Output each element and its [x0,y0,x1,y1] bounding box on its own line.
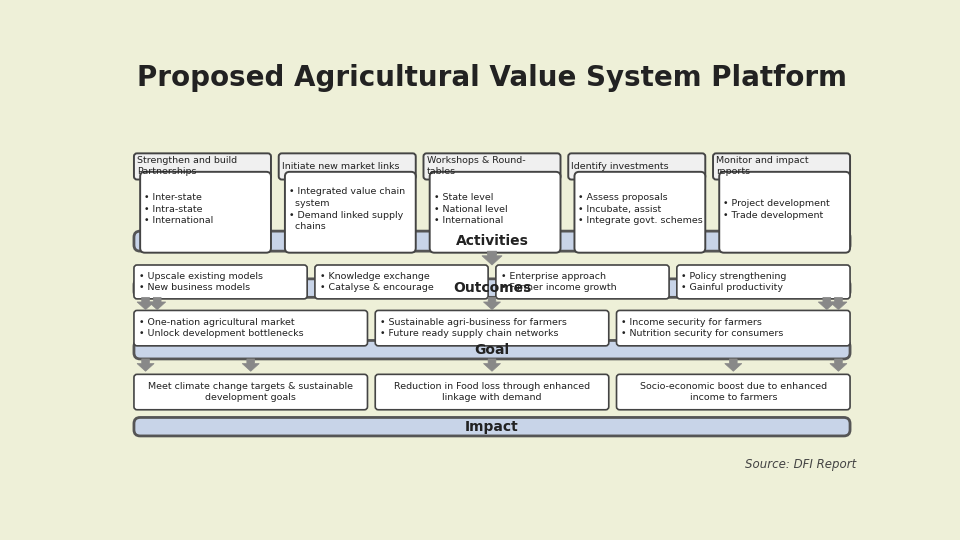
FancyBboxPatch shape [140,172,271,253]
Polygon shape [149,298,166,309]
Text: • State level
• National level
• International: • State level • National level • Interna… [434,193,507,226]
Text: Impact: Impact [466,420,518,434]
Text: Strengthen and build
Partnerships: Strengthen and build Partnerships [137,157,237,177]
Text: • Inter-state
• Intra-state
• International: • Inter-state • Intra-state • Internatio… [144,193,213,226]
FancyBboxPatch shape [423,153,561,179]
Text: Socio-economic boost due to enhanced
income to farmers: Socio-economic boost due to enhanced inc… [639,382,827,402]
Text: Proposed Agricultural Value System Platform: Proposed Agricultural Value System Platf… [137,64,847,92]
Text: • Enterprise approach
• Farmer income growth: • Enterprise approach • Farmer income gr… [500,272,616,292]
FancyBboxPatch shape [677,265,850,299]
Text: Outcomes: Outcomes [453,281,531,295]
Text: • Knowledge exchange
• Catalyse & encourage: • Knowledge exchange • Catalyse & encour… [320,272,433,292]
FancyBboxPatch shape [719,172,850,253]
Text: Monitor and impact
reports: Monitor and impact reports [716,157,808,177]
FancyBboxPatch shape [574,172,706,253]
FancyBboxPatch shape [315,265,488,299]
FancyBboxPatch shape [134,374,368,410]
Text: Meet climate change targets & sustainable
development goals: Meet climate change targets & sustainabl… [148,382,353,402]
FancyBboxPatch shape [134,310,368,346]
FancyBboxPatch shape [616,310,850,346]
Text: Activities: Activities [456,234,528,248]
Polygon shape [482,251,502,265]
Polygon shape [137,359,155,372]
Polygon shape [484,298,500,309]
FancyBboxPatch shape [285,172,416,253]
Text: Initiate new market links: Initiate new market links [282,162,399,171]
FancyBboxPatch shape [134,231,850,251]
Polygon shape [725,359,742,372]
FancyBboxPatch shape [134,279,850,298]
FancyBboxPatch shape [616,374,850,410]
Text: • Income security for farmers
• Nutrition security for consumers: • Income security for farmers • Nutritio… [621,318,783,338]
Text: Reduction in Food loss through enhanced
linkage with demand: Reduction in Food loss through enhanced … [394,382,590,402]
FancyBboxPatch shape [568,153,706,179]
Polygon shape [484,359,500,372]
FancyBboxPatch shape [278,153,416,179]
Polygon shape [829,298,847,309]
Text: • Sustainable agri-business for farmers
• Future ready supply chain networks: • Sustainable agri-business for farmers … [380,318,566,338]
Text: • Project development
• Trade development: • Project development • Trade developmen… [723,199,829,220]
FancyBboxPatch shape [134,417,850,436]
Polygon shape [829,359,847,372]
Text: Identify investments: Identify investments [571,162,669,171]
Polygon shape [818,298,835,309]
FancyBboxPatch shape [375,374,609,410]
FancyBboxPatch shape [496,265,669,299]
Text: • One-nation agricultural market
• Unlock development bottlenecks: • One-nation agricultural market • Unloc… [138,318,303,338]
FancyBboxPatch shape [134,153,271,179]
Text: Source: DFI Report: Source: DFI Report [745,458,856,471]
FancyBboxPatch shape [134,340,850,359]
Polygon shape [137,298,155,309]
Polygon shape [242,359,259,372]
Text: • Policy strengthening
• Gainful productivity: • Policy strengthening • Gainful product… [682,272,787,292]
Text: • Integrated value chain
  system
• Demand linked supply
  chains: • Integrated value chain system • Demand… [289,187,405,231]
FancyBboxPatch shape [375,310,609,346]
Text: Workshops & Round-
tables: Workshops & Round- tables [426,157,525,177]
FancyBboxPatch shape [713,153,850,179]
Text: • Upscale existing models
• New business models: • Upscale existing models • New business… [138,272,263,292]
FancyBboxPatch shape [134,265,307,299]
FancyBboxPatch shape [430,172,561,253]
Text: • Assess proposals
• Incubate, assist
• Integrate govt. schemes: • Assess proposals • Incubate, assist • … [578,193,703,226]
Text: Goal: Goal [474,343,510,357]
